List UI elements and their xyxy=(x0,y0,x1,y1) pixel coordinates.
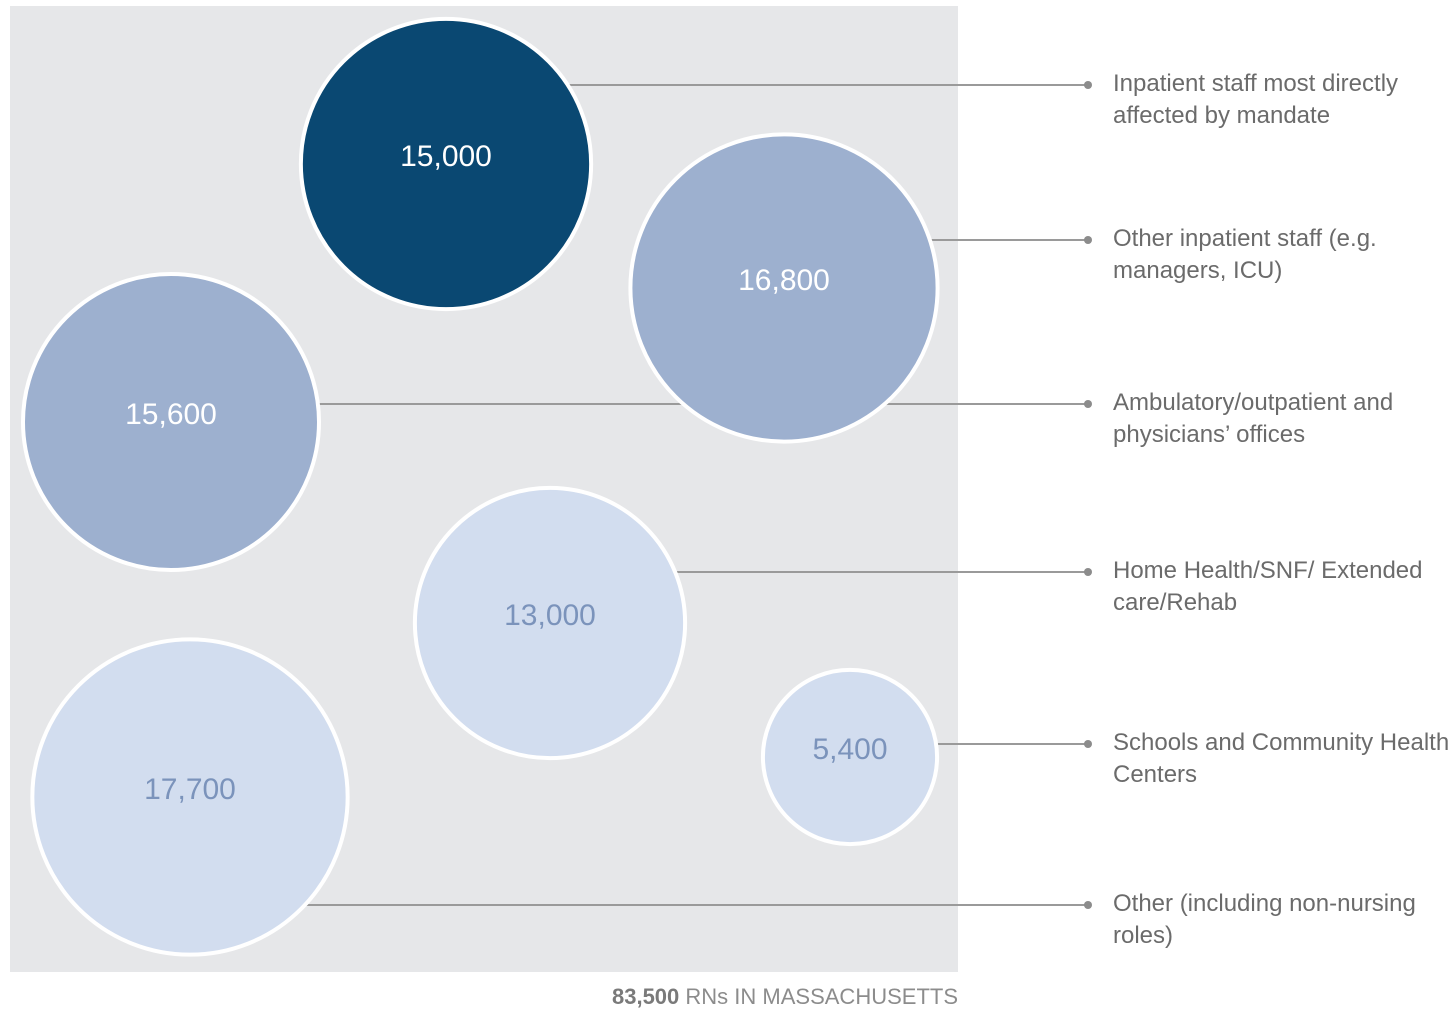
leader-dot xyxy=(1084,901,1092,909)
category-label: Home Health/SNF/ Extended care/Rehab xyxy=(1113,557,1423,616)
bubble xyxy=(30,637,350,957)
bubble xyxy=(20,271,322,573)
category-label: Other (including non-nursing roles) xyxy=(1113,890,1416,949)
value-label: 5,400 xyxy=(812,733,887,766)
footer-text: RNs IN MASSACHUSETTS xyxy=(685,984,958,1009)
category-label: Ambulatory/outpatient and physicians’ of… xyxy=(1113,389,1394,448)
leader-dot xyxy=(1084,81,1092,89)
value-label: 15,600 xyxy=(125,398,217,431)
value-label: 13,000 xyxy=(504,599,596,632)
leader-dot xyxy=(1084,236,1092,244)
leader-dot xyxy=(1084,740,1092,748)
leader-dot xyxy=(1084,568,1092,576)
value-label: 15,000 xyxy=(400,140,492,173)
category-label: Other inpatient staff (e.g. managers, IC… xyxy=(1113,225,1377,284)
value-label: 17,700 xyxy=(144,773,236,806)
category-label: Schools and Community Health Centers xyxy=(1113,729,1450,788)
leader-dot xyxy=(1084,400,1092,408)
bubble xyxy=(628,132,940,444)
footer: 83,500 RNs IN MASSACHUSETTS xyxy=(10,984,958,1010)
category-label: Inpatient staff most directly affected b… xyxy=(1113,70,1399,129)
bubble xyxy=(412,485,688,761)
value-label: 16,800 xyxy=(738,264,830,297)
bubble xyxy=(298,16,594,312)
bubble xyxy=(760,667,940,847)
footer-total: 83,500 xyxy=(611,984,680,1009)
